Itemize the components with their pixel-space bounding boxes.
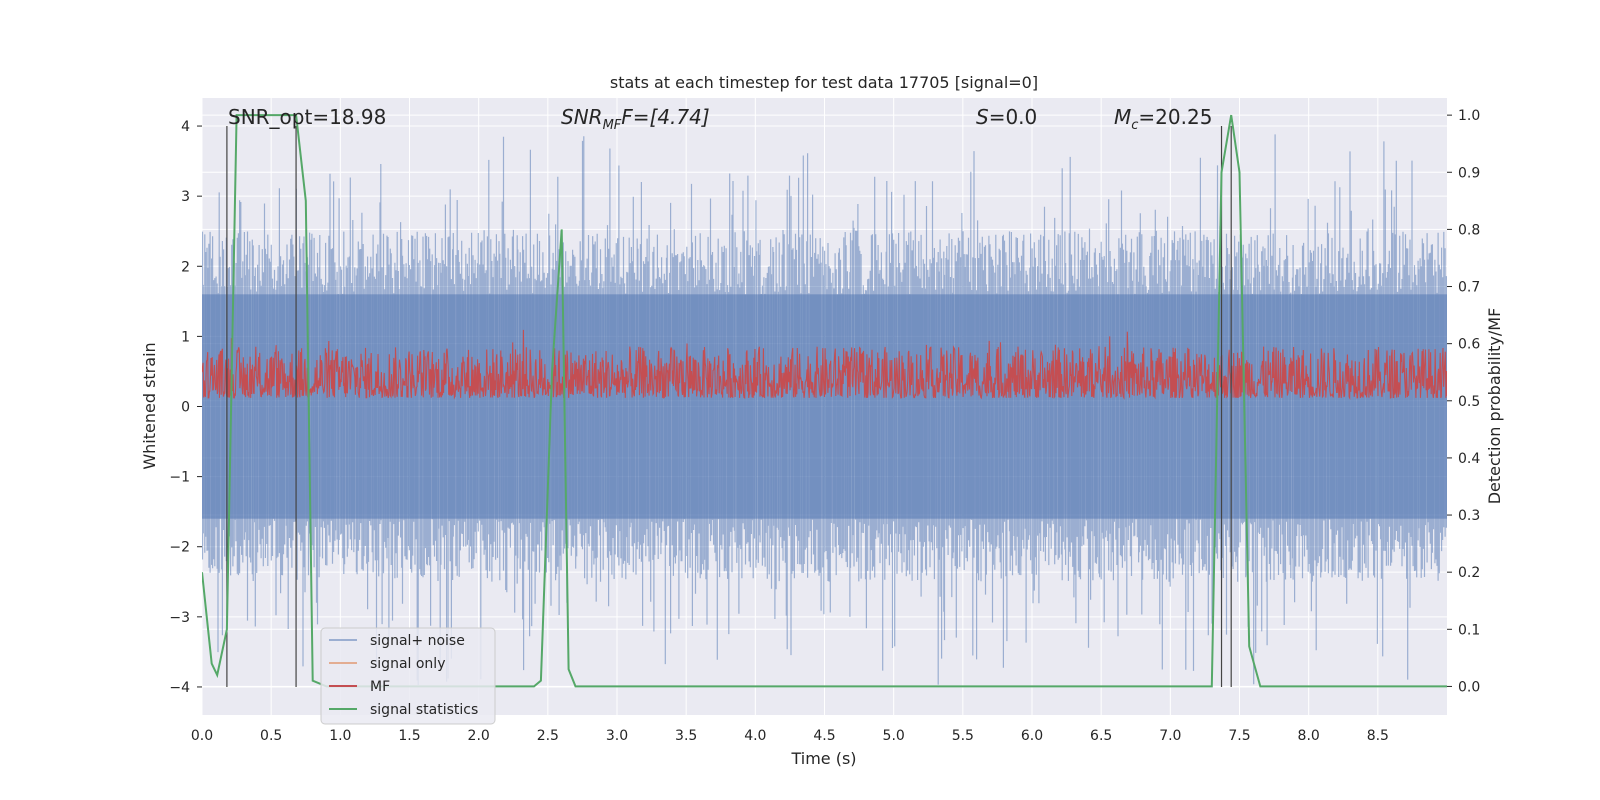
mf-series (202, 329, 1447, 400)
x-tick-label: 3.5 (675, 728, 697, 744)
x-axis-ticks: 0.0 0.5 1.0 1.5 2.0 2.5 3.0 3.5 4.0 4.5 5.0 5.5 6.0 6… (191, 728, 1389, 744)
y-left-tick-label: −1 (169, 470, 190, 486)
y-left-tick-label: −2 (169, 540, 190, 556)
y-right-tick-label: 0.2 (1458, 565, 1480, 581)
y-right-tick-label: 0.0 (1458, 679, 1480, 695)
annotation-s-base: S (976, 105, 989, 129)
annotation-s: S=0.0 (976, 105, 1037, 129)
y-right-tick-label: 0.3 (1458, 508, 1480, 524)
y-left-axis-label: Whitened strain (140, 342, 159, 469)
legend-label-signal-noise: signal+ noise (370, 633, 465, 649)
signal-statistics-series (202, 114, 1447, 688)
y-left-tick-label: 1 (181, 329, 190, 345)
x-tick-label: 5.0 (883, 728, 905, 744)
y-right-tick-label: 0.9 (1458, 165, 1480, 181)
y-left-axis-ticks: 4 3 2 1 0 −1 −2 −3 −4 (169, 119, 202, 696)
y-right-axis-label: Detection probability/MF (1485, 308, 1504, 505)
y-left-tick-label: 4 (181, 119, 190, 135)
annotation-snr-mf-sub: MF (603, 118, 622, 133)
y-left-tick-label: 0 (181, 400, 190, 416)
y-left-tick-label: 3 (181, 189, 190, 205)
event-markers (226, 126, 1232, 687)
legend: signal+ noise signal only MF signal stat… (320, 627, 496, 725)
y-right-tick-label: 0.1 (1458, 622, 1480, 638)
annotation-snr-mf: SNRMFF=[4.74] (561, 105, 710, 133)
x-tick-label: 7.5 (1228, 728, 1250, 744)
x-tick-label: 1.5 (398, 728, 420, 744)
annotation-snr-mf-tail: F=[4.74] (621, 105, 709, 129)
y-left-tick-label: 2 (181, 259, 190, 275)
x-tick-label: 0.5 (260, 728, 282, 744)
x-tick-label: 3.0 (606, 728, 628, 744)
x-tick-label: 7.0 (1159, 728, 1181, 744)
y-right-axis-ticks: 1.0 0.9 0.8 0.7 0.6 0.5 0.4 0.3 0.2 0.1 0.0 (1447, 108, 1480, 695)
x-tick-label: 2.0 (468, 728, 490, 744)
x-axis-label: Time (s) (790, 749, 856, 768)
x-tick-label: 8.0 (1298, 728, 1320, 744)
x-tick-label: 1.0 (329, 728, 351, 744)
x-tick-label: 2.5 (537, 728, 559, 744)
y-right-tick-label: 0.6 (1458, 337, 1480, 353)
y-right-tick-label: 0.8 (1458, 222, 1480, 238)
x-tick-label: 4.5 (813, 728, 835, 744)
x-tick-label: 6.0 (1021, 728, 1043, 744)
signal-statistics-line (202, 114, 1447, 688)
legend-box (320, 627, 496, 725)
annotation-mc: Mc=20.25 (1114, 105, 1212, 133)
y-right-tick-label: 0.5 (1458, 394, 1480, 410)
x-tick-label: 0.0 (191, 728, 213, 744)
legend-label-signal-statistics: signal statistics (370, 702, 478, 718)
y-right-tick-label: 1.0 (1458, 108, 1480, 124)
x-tick-label: 8.5 (1367, 728, 1389, 744)
annotation-snr-mf-base: SNR (561, 105, 603, 129)
annotation-s-tail: =0.0 (989, 105, 1038, 129)
legend-label-mf: MF (370, 679, 390, 695)
y-right-tick-label: 0.7 (1458, 280, 1480, 296)
mf-line (202, 329, 1447, 400)
x-tick-label: 6.5 (1090, 728, 1112, 744)
chart-title: stats at each timestep for test data 177… (610, 73, 1038, 92)
annotation-mc-sub: c (1131, 118, 1138, 133)
legend-label-signal-only: signal only (370, 656, 445, 672)
annotation-mc-base: M (1114, 105, 1131, 129)
x-tick-label: 4.0 (744, 728, 766, 744)
y-left-tick-label: −4 (169, 680, 190, 696)
y-left-tick-label: −3 (169, 610, 190, 626)
x-tick-label: 5.5 (952, 728, 974, 744)
annotation-snr-opt: SNR_opt=18.98 (228, 105, 386, 129)
annotation-mc-tail: =20.25 (1138, 105, 1212, 129)
y-right-tick-label: 0.4 (1458, 451, 1480, 467)
